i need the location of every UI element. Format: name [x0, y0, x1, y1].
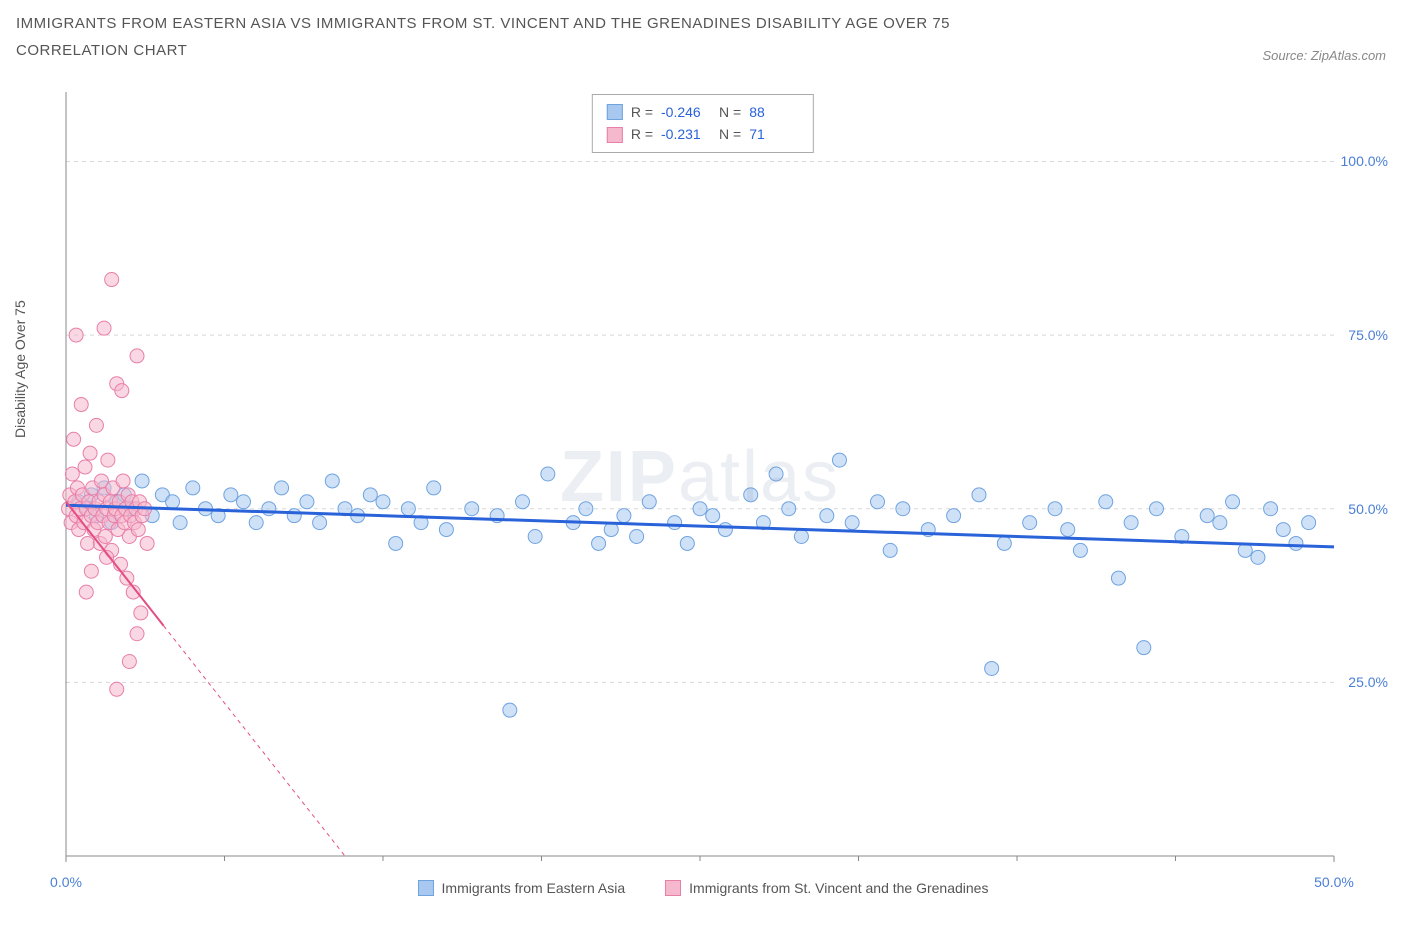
x-tick-label: 0.0%: [50, 874, 82, 890]
legend-label-1: Immigrants from Eastern Asia: [442, 880, 626, 896]
stats-n-value-2: 71: [749, 123, 799, 145]
source-attribution: Source: ZipAtlas.com: [1262, 48, 1386, 63]
y-tick-label: 100.0%: [1341, 153, 1388, 169]
legend-label-2: Immigrants from St. Vincent and the Gren…: [689, 880, 988, 896]
stats-row-series-1: R = -0.246 N = 88: [607, 101, 799, 123]
stats-swatch-2: [607, 127, 623, 143]
stats-r-value-1: -0.246: [661, 101, 711, 123]
stats-swatch-1: [607, 104, 623, 120]
chart-title-block: IMMIGRANTS FROM EASTERN ASIA VS IMMIGRAN…: [16, 10, 1390, 64]
y-axis-label: Disability Age Over 75: [12, 300, 28, 438]
title-line-1: IMMIGRANTS FROM EASTERN ASIA VS IMMIGRAN…: [16, 10, 1390, 37]
bottom-legend: Immigrants from Eastern Asia Immigrants …: [0, 880, 1406, 896]
stats-r-label-1: R =: [631, 101, 653, 123]
correlation-stats-box: R = -0.246 N = 88 R = -0.231 N = 71: [592, 94, 814, 153]
stats-n-label-1: N =: [719, 101, 741, 123]
stats-n-label-2: N =: [719, 123, 741, 145]
stats-r-value-2: -0.231: [661, 123, 711, 145]
title-line-2: CORRELATION CHART: [16, 37, 1390, 64]
y-tick-label: 25.0%: [1348, 674, 1388, 690]
y-tick-label: 75.0%: [1348, 327, 1388, 343]
stats-r-label-2: R =: [631, 123, 653, 145]
legend-item-2: Immigrants from St. Vincent and the Gren…: [665, 880, 988, 896]
stats-n-value-1: 88: [749, 101, 799, 123]
chart-plot-area: ZIPatlas: [60, 92, 1340, 862]
stats-row-series-2: R = -0.231 N = 71: [607, 123, 799, 145]
legend-item-1: Immigrants from Eastern Asia: [418, 880, 626, 896]
legend-swatch-1: [418, 880, 434, 896]
scatter-plot-svg: [60, 92, 1340, 862]
x-tick-label: 50.0%: [1314, 874, 1354, 890]
legend-swatch-2: [665, 880, 681, 896]
y-tick-label: 50.0%: [1348, 501, 1388, 517]
